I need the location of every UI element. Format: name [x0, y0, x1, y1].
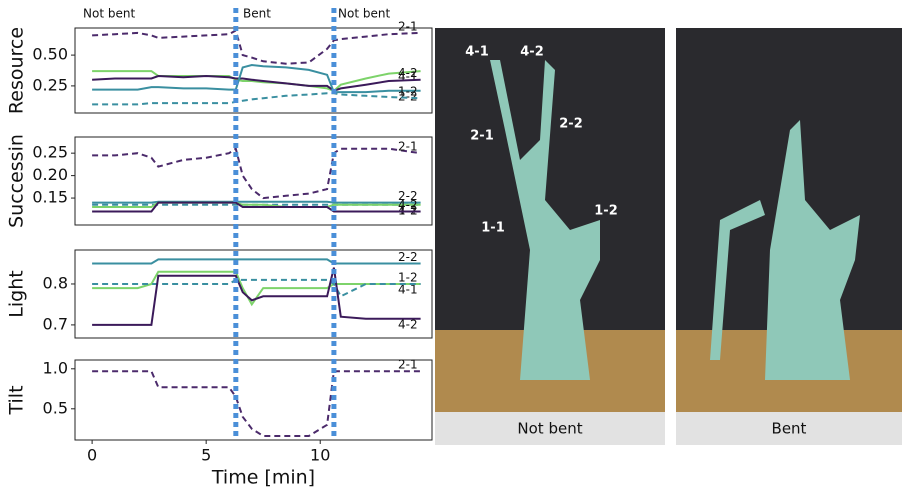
photo-label: 2-1	[470, 129, 494, 144]
series-label: 4-2	[398, 317, 418, 331]
phase-label: Not bent	[338, 7, 390, 21]
series-label: 2-1	[398, 19, 418, 33]
y-tick-label: 0.7	[43, 314, 68, 333]
series-line	[92, 93, 421, 104]
series-line	[92, 371, 421, 436]
photo-label: 4-1	[465, 45, 489, 60]
photo-panels	[435, 28, 902, 445]
y-tick-label: 0.20	[32, 165, 68, 184]
x-tick-label: 10	[310, 446, 330, 465]
photo-caption: Bent	[772, 420, 807, 438]
series-line	[92, 202, 421, 203]
photo-label: 1-2	[594, 204, 618, 219]
y-axis-label: Tilt	[6, 385, 28, 415]
series-label: 2-1	[398, 140, 418, 154]
series-label: 4-2	[398, 198, 418, 212]
x-tick-label: 0	[87, 446, 97, 465]
phase-label: Bent	[243, 7, 271, 21]
x-tick-label: 5	[201, 446, 211, 465]
photo-label: 1-1	[481, 221, 505, 236]
y-tick-label: 1.0	[43, 358, 68, 377]
series-label: 1-2	[398, 85, 418, 99]
y-axis-label: Light	[6, 270, 28, 317]
y-tick-label: 0.50	[32, 45, 68, 64]
series-line	[92, 280, 421, 296]
y-tick-label: 0.5	[43, 398, 68, 417]
series-line	[92, 259, 421, 263]
series-label: 2-1	[398, 358, 418, 372]
series-line	[92, 149, 421, 198]
y-tick-label: 0.25	[32, 75, 68, 94]
x-axis-label: Time [min]	[211, 467, 315, 489]
y-tick-label: 0.8	[43, 273, 68, 292]
photo-caption: Not bent	[517, 420, 582, 438]
y-tick-label: 0.25	[32, 143, 68, 162]
y-axis-label: Resource	[6, 27, 28, 114]
photo-label: 4-2	[520, 45, 544, 60]
figure: 0.250.50Resource2-14-14-22-21-20.150.200…	[0, 0, 902, 489]
photo-label: 2-2	[559, 117, 583, 132]
y-tick-label: 0.15	[32, 188, 68, 207]
series-label: 1-2	[398, 270, 418, 284]
series-label: 4-2	[398, 66, 418, 80]
phase-label: Not bent	[83, 7, 135, 21]
series-label: 2-2	[398, 250, 418, 264]
y-axis-label: Successin	[6, 134, 28, 228]
series-line	[92, 31, 421, 64]
